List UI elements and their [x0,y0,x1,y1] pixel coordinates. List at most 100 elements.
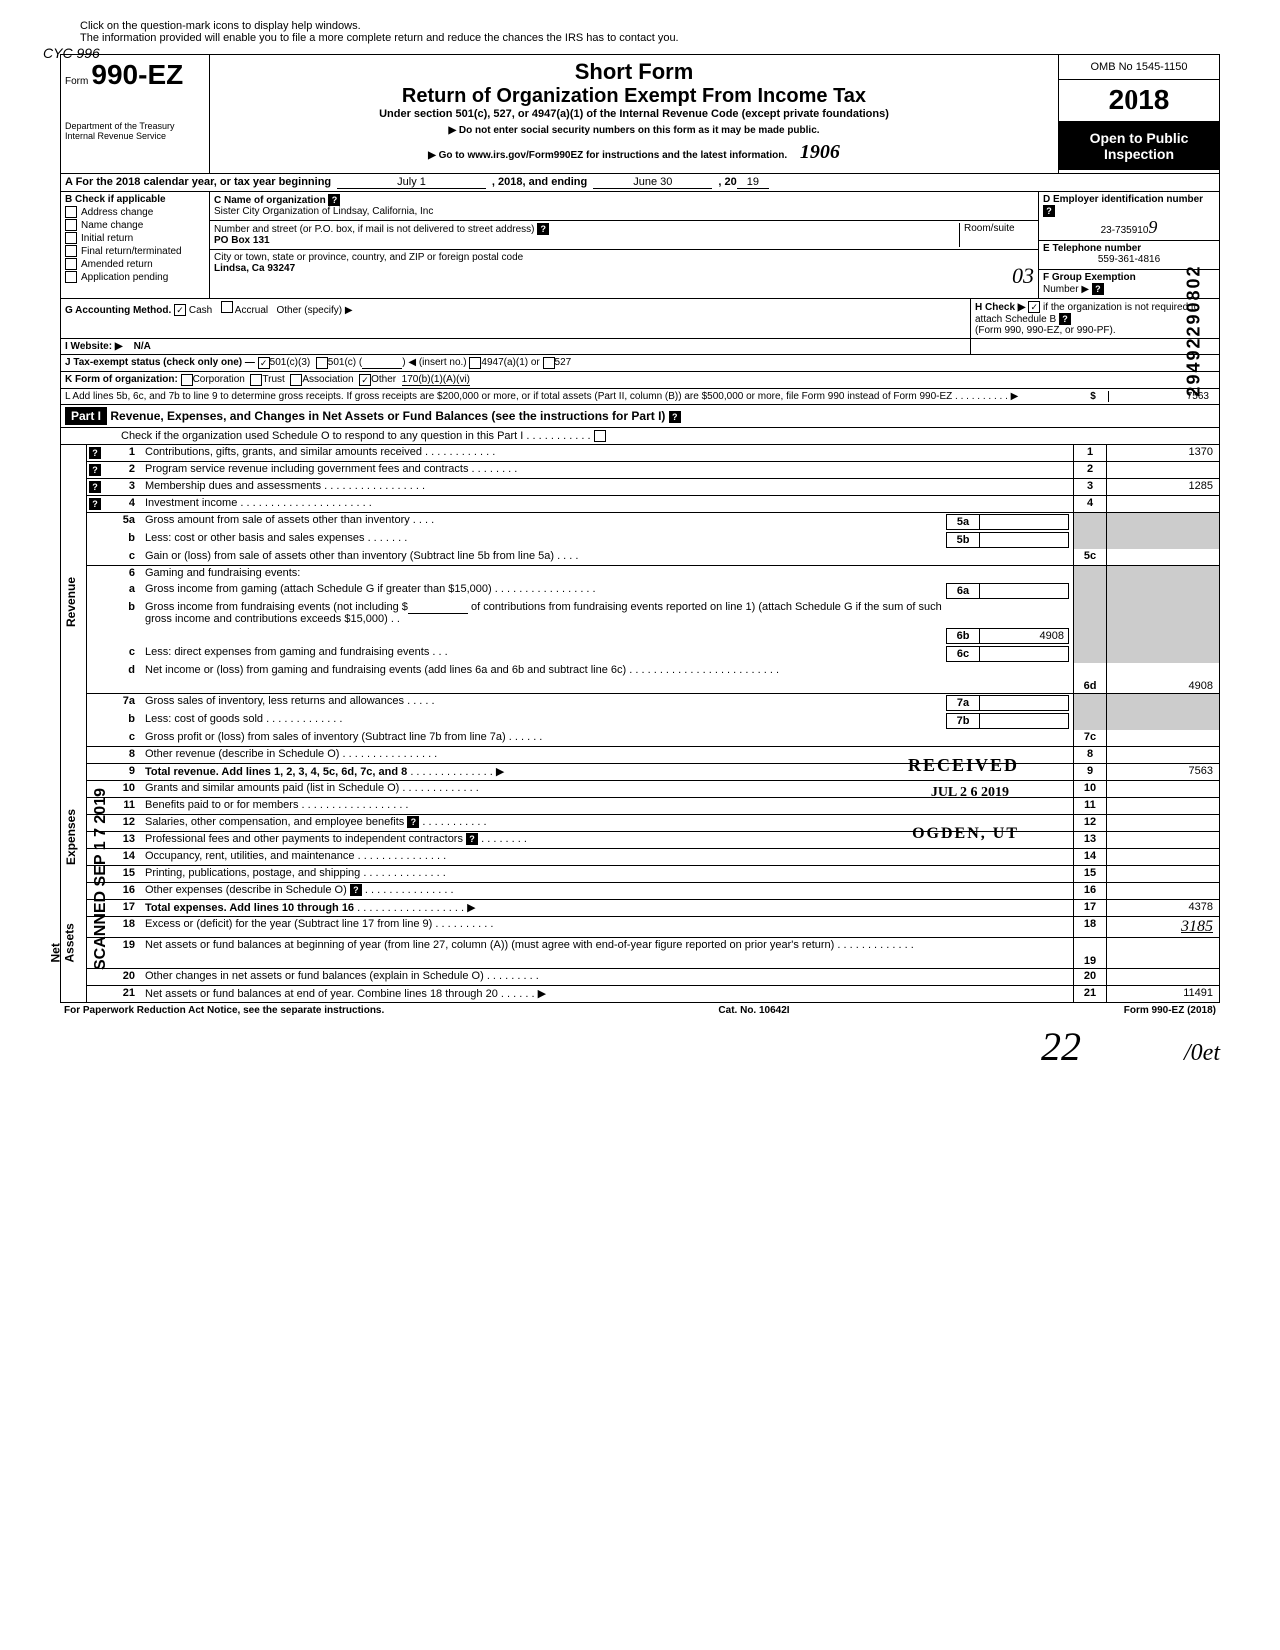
cb-cash[interactable] [174,304,186,316]
help-icon[interactable]: ? [89,481,101,493]
header-center: Short Form Return of Organization Exempt… [210,55,1059,173]
cb-label: Final return/terminated [81,246,182,257]
part-1-header: Part I Revenue, Expenses, and Changes in… [61,405,1219,428]
help-icon[interactable]: ? [1059,313,1071,325]
footer: For Paperwork Reduction Act Notice, see … [60,1003,1220,1018]
cb-amended[interactable]: Amended return [65,258,205,270]
date-stamp: JUL 2 6 2019 [931,785,1009,801]
help-icon[interactable]: ? [537,223,549,235]
tax-year: 2018 [1059,80,1219,122]
section-b: B Check if applicable Address change Nam… [61,192,210,298]
side-labels: Revenue Expenses Net Assets [61,445,87,1002]
cb-pending[interactable]: Application pending [65,271,205,283]
check-o-text: Check if the organization used Schedule … [121,430,591,442]
k-corp: Corporation [193,374,245,386]
cb-527[interactable] [543,357,555,369]
website-label: I Website: ▶ [65,341,123,352]
room-suite: Room/suite [960,223,1034,247]
line-2: ? 2Program service revenue including gov… [87,462,1219,479]
help-icon[interactable]: ? [350,884,362,896]
line-6c: cLess: direct expenses from gaming and f… [87,645,1219,663]
cb-corp[interactable] [181,374,193,386]
k-other-val: 170(b)(1)(A)(vi) [402,374,470,386]
cb-label: Initial return [81,233,133,244]
section-c: C Name of organization ? Sister City Org… [210,192,1039,298]
line-7b: bLess: cost of goods sold . . . . . . . … [87,712,1219,730]
help-icon[interactable]: ? [669,411,681,423]
part-1-title: Revenue, Expenses, and Changes in Net As… [110,409,665,423]
cb-other[interactable] [359,374,371,386]
k-label: K Form of organization: [65,374,178,386]
cb-sched-b[interactable] [1028,301,1040,313]
header-row: CYC 996 Form 990-EZ Department of the Tr… [61,55,1219,174]
cb-initial-return[interactable]: Initial return [65,232,205,244]
ein-value: 23-7359109 [1043,217,1215,238]
form-ref: Form 990-EZ (2018) [1124,1005,1216,1016]
handwritten-bottom: 22 /0et [60,1023,1220,1070]
j-label: J Tax-exempt status (check only one) — [65,357,255,369]
cb-501c3[interactable] [258,357,270,369]
section-a-prefix: A For the 2018 calendar year, or tax yea… [65,176,331,189]
section-h: H Check ▶ if the organization is not req… [971,299,1219,338]
line-11: 11Benefits paid to or for members . . . … [87,798,1219,815]
street-label: Number and street (or P.O. box, if mail … [214,224,535,235]
line-12: 12Salaries, other compensation, and empl… [87,815,1219,832]
j-4947: 4947(a)(1) or [481,357,539,369]
line-17: 17Total expenses. Add lines 10 through 1… [87,900,1219,917]
street-row: Number and street (or P.O. box, if mail … [210,221,1038,250]
cb-label: Address change [81,207,153,218]
handwritten-1906: 1906 [800,141,840,163]
line-5c: cGain or (loss) from sale of assets othe… [87,549,1219,566]
section-k: K Form of organization: Corporation Trus… [61,372,1219,389]
l-text: L Add lines 5b, 6c, and 7b to line 9 to … [65,391,1078,402]
cb-name-change[interactable]: Name change [65,219,205,231]
cb-accrual[interactable] [221,301,233,313]
cb-schedule-o[interactable] [594,430,606,442]
line-13: 13Professional fees and other payments t… [87,832,1219,849]
cb-4947[interactable] [469,357,481,369]
form-page: SCANNED SEP 1 7 2019 29492290802 Click o… [60,20,1220,1070]
h-label: H Check ▶ [975,302,1025,313]
paperwork-notice: For Paperwork Reduction Act Notice, see … [64,1005,384,1016]
instruction-line-2: The information provided will enable you… [80,32,1220,44]
line-10: 10Grants and similar amounts paid (list … [87,781,1219,798]
phone-value: 559-361-4816 [1043,254,1215,265]
begin-date: July 1 [337,176,486,189]
help-icon[interactable]: ? [89,498,101,510]
line-7a: 7aGross sales of inventory, less returns… [87,694,1219,712]
expenses-side-label: Expenses [64,809,78,865]
help-icon[interactable]: ? [1092,283,1104,295]
cb-label: Application pending [81,272,168,283]
h-text3: (Form 990, 990-EZ, or 990-PF). [975,325,1116,336]
cb-final-return[interactable]: Final return/terminated [65,245,205,257]
cb-assoc[interactable] [290,374,302,386]
help-icon[interactable]: ? [89,464,101,476]
section-j: J Tax-exempt status (check only one) — 5… [61,355,1219,372]
help-icon[interactable]: ? [1043,205,1055,217]
dept-irs: Internal Revenue Service [65,131,205,141]
j-501c: 501(c) ( [328,357,362,369]
cb-label: Name change [81,220,143,231]
cat-number: Cat. No. 10642I [718,1005,789,1016]
netassets-side-label: Net Assets [49,916,77,963]
cb-trust[interactable] [250,374,262,386]
help-icon[interactable]: ? [328,194,340,206]
phone-label: E Telephone number [1043,243,1141,254]
form-container: CYC 996 Form 990-EZ Department of the Tr… [60,54,1220,1003]
part-1-label: Part I [65,407,107,425]
section-d: D Employer identification number ? 23-73… [1039,192,1219,241]
cb-501c[interactable] [316,357,328,369]
gh-row: G Accounting Method. Cash Accrual Other … [61,299,1219,339]
subtitle: Under section 501(c), 527, or 4947(a)(1)… [216,108,1052,120]
help-icon[interactable]: ? [466,833,478,845]
cb-address-change[interactable]: Address change [65,206,205,218]
line-15: 15Printing, publications, postage, and s… [87,866,1219,883]
help-icon[interactable]: ? [407,816,419,828]
line-19: 19Net assets or fund balances at beginni… [87,938,1219,969]
help-icon[interactable]: ? [89,447,101,459]
line-5b: bLess: cost or other basis and sales exp… [87,531,1219,549]
street-value: PO Box 131 [214,235,270,246]
other-label: Other (specify) ▶ [277,305,353,316]
line-6a: aGross income from gaming (attach Schedu… [87,582,1219,600]
line-5a: 5aGross amount from sale of assets other… [87,513,1219,531]
